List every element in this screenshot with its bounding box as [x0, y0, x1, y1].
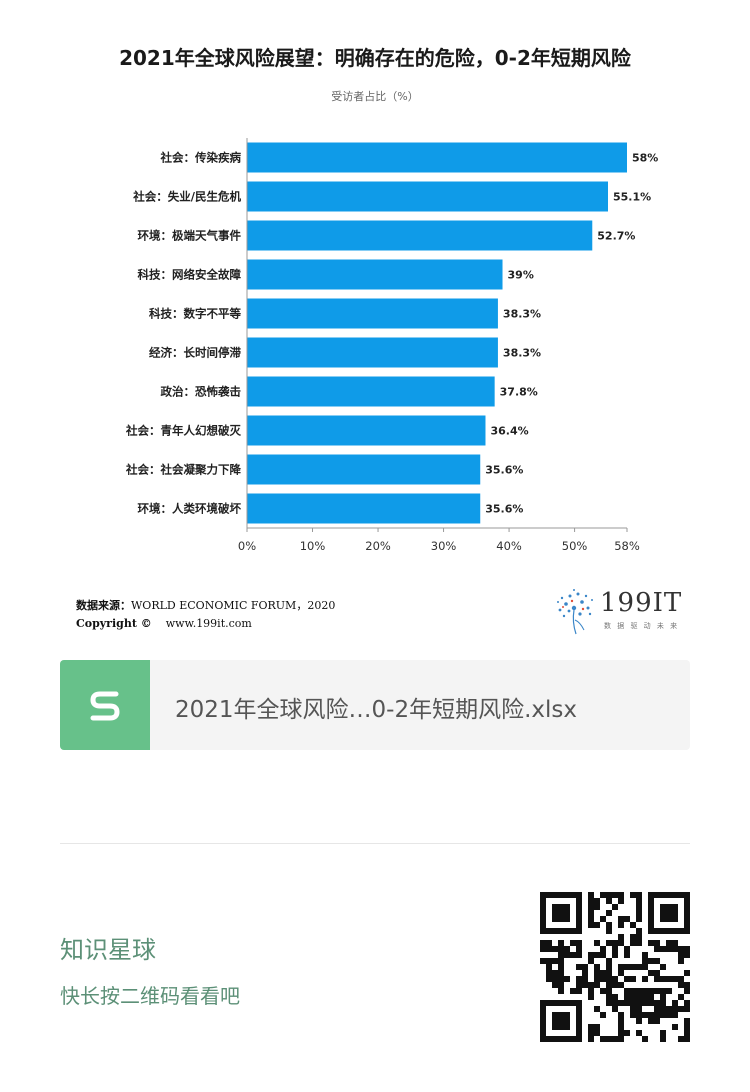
brand-logo: 199IT 数 据 驱 动 未 来: [552, 586, 692, 636]
bar: [247, 454, 481, 485]
bar-chart: 社会：传染疾病 58% 社会：失业/民生危机 55.1% 环境：极端天气事件 52.7% 科…: [125, 138, 658, 553]
x-tick-label: 30%: [431, 539, 457, 553]
file-attachment[interactable]: 2021年全球风险…0-2年短期风险.xlsx: [60, 660, 690, 750]
bar: [247, 298, 498, 329]
spreadsheet-s-icon: [60, 660, 150, 750]
category-label: 政治：恐怖袭击: [161, 385, 242, 399]
bar: [247, 337, 498, 368]
copyright-label: Copyright ©: [76, 617, 152, 630]
x-tick-label: 20%: [365, 539, 391, 553]
source-label: 数据来源：: [76, 599, 131, 612]
chart-title: 2021年全球风险展望：明确存在的危险，0-2年短期风险: [119, 46, 631, 70]
category-label: 科技：数字不平等: [149, 307, 241, 321]
data-label: 52.7%: [597, 230, 635, 243]
category-label: 经济：长时间停滞: [149, 346, 241, 360]
category-label: 环境：极端天气事件: [138, 229, 242, 243]
bar: [247, 376, 495, 407]
data-label: 38.3%: [503, 347, 541, 360]
chart-card: 2021年全球风险展望：明确存在的危险，0-2年短期风险 受访者占比（%） 社会…: [76, 46, 692, 636]
chart-subtitle: 受访者占比（%）: [331, 90, 419, 103]
x-tick-label: 40%: [496, 539, 522, 553]
category-label: 社会：失业/民生危机: [132, 190, 241, 204]
bar: [247, 181, 608, 212]
source-url: www.199it.com: [165, 617, 252, 630]
category-label: 科技：网络安全故障: [138, 268, 242, 282]
bar: [247, 220, 593, 251]
x-tick-label: 58%: [614, 539, 640, 553]
category-label: 社会：传染疾病: [160, 151, 242, 165]
brand-slogan: 数 据 驱 动 未 来: [604, 622, 680, 630]
divider: [60, 843, 690, 844]
data-label: 35.6%: [485, 464, 523, 477]
source-text: WORLD ECONOMIC FORUM，2020: [131, 599, 336, 612]
bar: [247, 142, 627, 173]
copyright-line: Copyright © www.199it.com: [76, 617, 252, 630]
data-label: 58%: [632, 152, 658, 165]
data-label: 36.4%: [490, 425, 528, 438]
planet-title: 知识星球: [60, 936, 156, 964]
dandelion-icon: [557, 589, 593, 635]
x-tick-label: 10%: [300, 539, 326, 553]
data-label: 39%: [508, 269, 534, 282]
bar: [247, 259, 503, 290]
bar: [247, 415, 486, 446]
file-name: 2021年全球风险…0-2年短期风险.xlsx: [175, 697, 578, 723]
category-label: 社会：社会凝聚力下降: [125, 463, 241, 477]
data-label: 38.3%: [503, 308, 541, 321]
data-label: 37.8%: [500, 386, 538, 399]
source-line: 数据来源：WORLD ECONOMIC FORUM，2020: [76, 597, 335, 613]
bar: [247, 493, 481, 524]
category-label: 环境：人类环境破坏: [138, 502, 242, 516]
qr-code[interactable]: [540, 892, 690, 1042]
x-tick-label: 50%: [562, 539, 588, 553]
data-label: 35.6%: [485, 503, 523, 516]
planet-subtitle: 快长按二维码看看吧: [60, 984, 240, 1008]
data-label: 55.1%: [613, 191, 651, 204]
brand-name: 199IT: [600, 588, 683, 618]
x-tick-label: 0%: [238, 539, 256, 553]
category-label: 社会：青年人幻想破灭: [125, 424, 241, 438]
